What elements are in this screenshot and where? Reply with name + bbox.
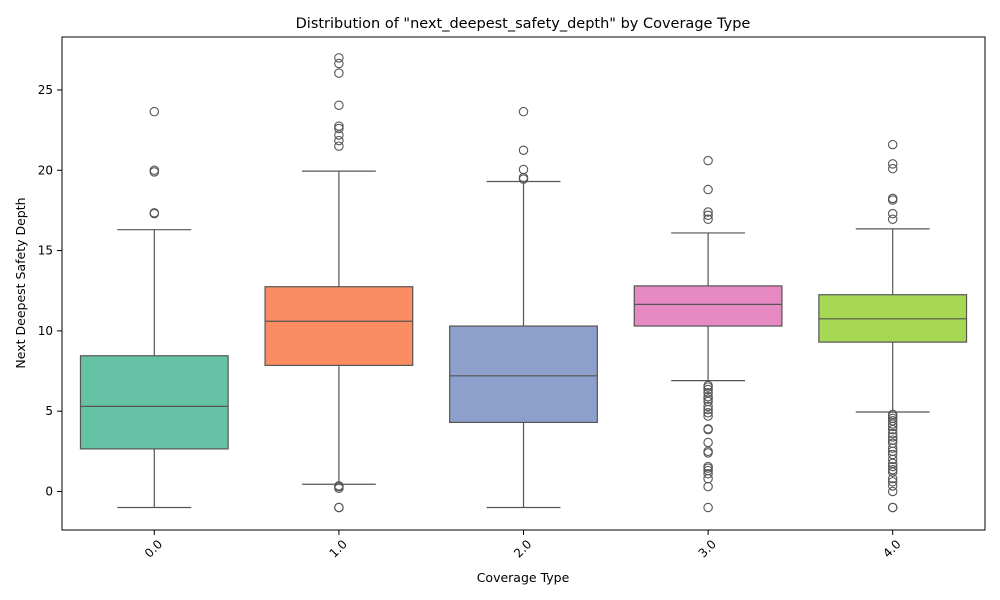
outlier-point xyxy=(887,486,898,497)
outlier-point xyxy=(887,139,898,150)
y-tick-label: 15 xyxy=(38,244,53,258)
y-tick-label: 20 xyxy=(38,163,53,177)
outlier-point xyxy=(887,413,898,424)
iqr-box xyxy=(633,285,783,327)
outlier-point xyxy=(334,123,344,134)
outlier-point xyxy=(703,411,713,421)
outlier-point xyxy=(703,207,713,217)
outlier-point xyxy=(149,106,160,117)
outlier-point xyxy=(334,481,344,491)
y-tick-label: 10 xyxy=(38,324,53,338)
outlier-point xyxy=(149,208,160,218)
outlier-point xyxy=(703,424,713,434)
outlier-point xyxy=(703,214,713,225)
y-tick-label: 0 xyxy=(45,484,53,498)
box-2.0 xyxy=(449,180,598,509)
outlier-point xyxy=(703,481,713,492)
x-tick-label: 3.0 xyxy=(696,537,719,560)
outlier-point xyxy=(703,391,713,402)
chart-title: Distribution of "next_deepest_safety_dep… xyxy=(296,16,751,32)
outlier-point xyxy=(334,141,344,151)
outlier-point xyxy=(887,193,898,204)
iqr-box xyxy=(79,355,229,450)
box-4.0 xyxy=(818,228,968,413)
outlier-point xyxy=(703,473,713,484)
outlier-point xyxy=(887,481,898,491)
x-tick-label: 4.0 xyxy=(880,537,903,560)
outlier-point xyxy=(703,384,713,395)
outlier-point xyxy=(887,159,898,169)
outlier-point xyxy=(334,53,344,63)
outlier-point xyxy=(887,449,898,460)
y-axis: 0 5 10 15 20 25 xyxy=(38,83,62,498)
outlier-point xyxy=(887,428,898,439)
outlier-point xyxy=(334,135,344,146)
outlier-point xyxy=(334,502,344,513)
outlier-point xyxy=(334,100,344,110)
outlier-point xyxy=(887,208,898,219)
outlier-point xyxy=(703,387,713,398)
outlier-point xyxy=(887,438,898,449)
boxes-layer xyxy=(79,170,968,509)
outlier-point xyxy=(334,58,344,69)
outlier-point xyxy=(334,68,344,78)
outlier-point xyxy=(703,401,713,412)
outlier-point xyxy=(887,416,898,426)
outlier-point xyxy=(703,210,713,221)
x-axis: 0.0 1.0 2.0 3.0 4.0 xyxy=(142,530,904,560)
iqr-box xyxy=(449,325,598,424)
outlier-point xyxy=(703,461,713,472)
y-tick-label: 25 xyxy=(38,83,53,97)
outlier-point xyxy=(887,214,898,225)
outlier-point xyxy=(703,437,713,448)
outlier-point xyxy=(149,165,160,176)
box-1.0 xyxy=(264,170,414,485)
outlier-point xyxy=(703,502,713,513)
outlier-point xyxy=(887,461,898,472)
outlier-point xyxy=(518,106,529,117)
x-tick-label: 1.0 xyxy=(326,537,349,560)
outlier-point xyxy=(334,121,344,131)
outlier-point xyxy=(887,502,898,513)
outlier-point xyxy=(703,184,713,195)
outlier-point xyxy=(887,409,898,420)
outlier-point xyxy=(703,394,713,404)
outlier-point xyxy=(887,477,898,487)
x-tick-label: 2.0 xyxy=(511,537,534,560)
box-3.0 xyxy=(633,232,783,382)
outlier-point xyxy=(703,380,713,391)
outlier-point xyxy=(703,155,713,166)
outlier-point xyxy=(703,469,713,479)
outlier-point xyxy=(703,408,713,418)
outlier-point xyxy=(518,145,529,155)
box-0.0 xyxy=(79,229,229,509)
y-axis-title: Next Deepest Safety Depth xyxy=(13,197,28,368)
outlier-point xyxy=(887,432,898,442)
outliers-layer xyxy=(149,53,898,513)
iqr-box xyxy=(264,286,414,366)
y-tick-label: 5 xyxy=(45,404,53,418)
outlier-point xyxy=(887,163,898,174)
x-tick-label: 0.0 xyxy=(142,537,165,560)
outlier-point xyxy=(887,435,898,445)
outlier-point xyxy=(887,465,898,475)
x-axis-title: Coverage Type xyxy=(477,570,570,585)
outlier-point xyxy=(703,465,713,476)
outlier-point xyxy=(518,164,529,175)
